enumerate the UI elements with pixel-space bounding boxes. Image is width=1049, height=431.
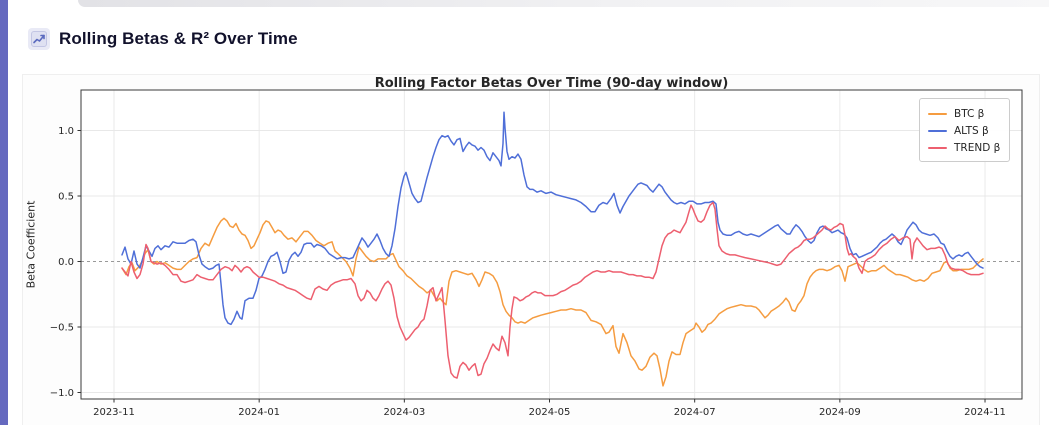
series-line-btc: [121, 217, 984, 387]
y-tick-label: 0.5: [58, 192, 74, 203]
x-tick-label: 2024-11: [964, 407, 1006, 418]
legend-item: ALTS β: [928, 122, 1000, 139]
section-header: Rolling Betas & R² Over Time: [28, 28, 298, 50]
chart-figure: Rolling Factor Betas Over Time (90-day w…: [22, 74, 1040, 425]
legend-line-swatch: [928, 129, 947, 132]
y-tick-label: 0.0: [58, 257, 74, 268]
legend-item: TREND β: [928, 139, 1000, 156]
legend-item: BTC β: [928, 105, 1000, 122]
chart-canvas: 2023-11 2024-01 2024-03 2024-05 2024-07 2024-…: [50, 89, 1023, 418]
x-tick-label: 2024-01: [238, 407, 280, 418]
series-line-trend: [121, 201, 984, 379]
page-title: Rolling Betas & R² Over Time: [59, 29, 298, 48]
legend-label: BTC β: [954, 107, 985, 120]
plot-spines: [80, 89, 1023, 400]
y-tick-label: −0.5: [50, 323, 74, 334]
x-tick-label: 2024-07: [674, 407, 716, 418]
left-accent-bar: [0, 0, 8, 425]
legend-label: ALTS β: [954, 124, 989, 137]
chart-title: Rolling Factor Betas Over Time (90-day w…: [374, 76, 729, 91]
x-tick-label: 2024-09: [819, 407, 861, 418]
top-section-divider: [78, 0, 1049, 7]
chart-legend: BTC β ALTS β TREND β: [919, 98, 1011, 162]
y-axis-label: Beta Coefficient: [24, 200, 38, 289]
plot-area: [81, 90, 1022, 399]
x-tick-label: 2024-03: [383, 407, 425, 418]
chart-increasing-icon: [28, 28, 50, 50]
legend-line-swatch: [928, 146, 947, 149]
x-tick-label: 2023-11: [93, 407, 135, 418]
y-tick-label: 1.0: [58, 126, 74, 137]
legend-label: TREND β: [954, 141, 1001, 154]
y-tick-label: −1.0: [50, 388, 74, 399]
legend-line-swatch: [928, 112, 947, 115]
x-tick-label: 2024-05: [529, 407, 571, 418]
